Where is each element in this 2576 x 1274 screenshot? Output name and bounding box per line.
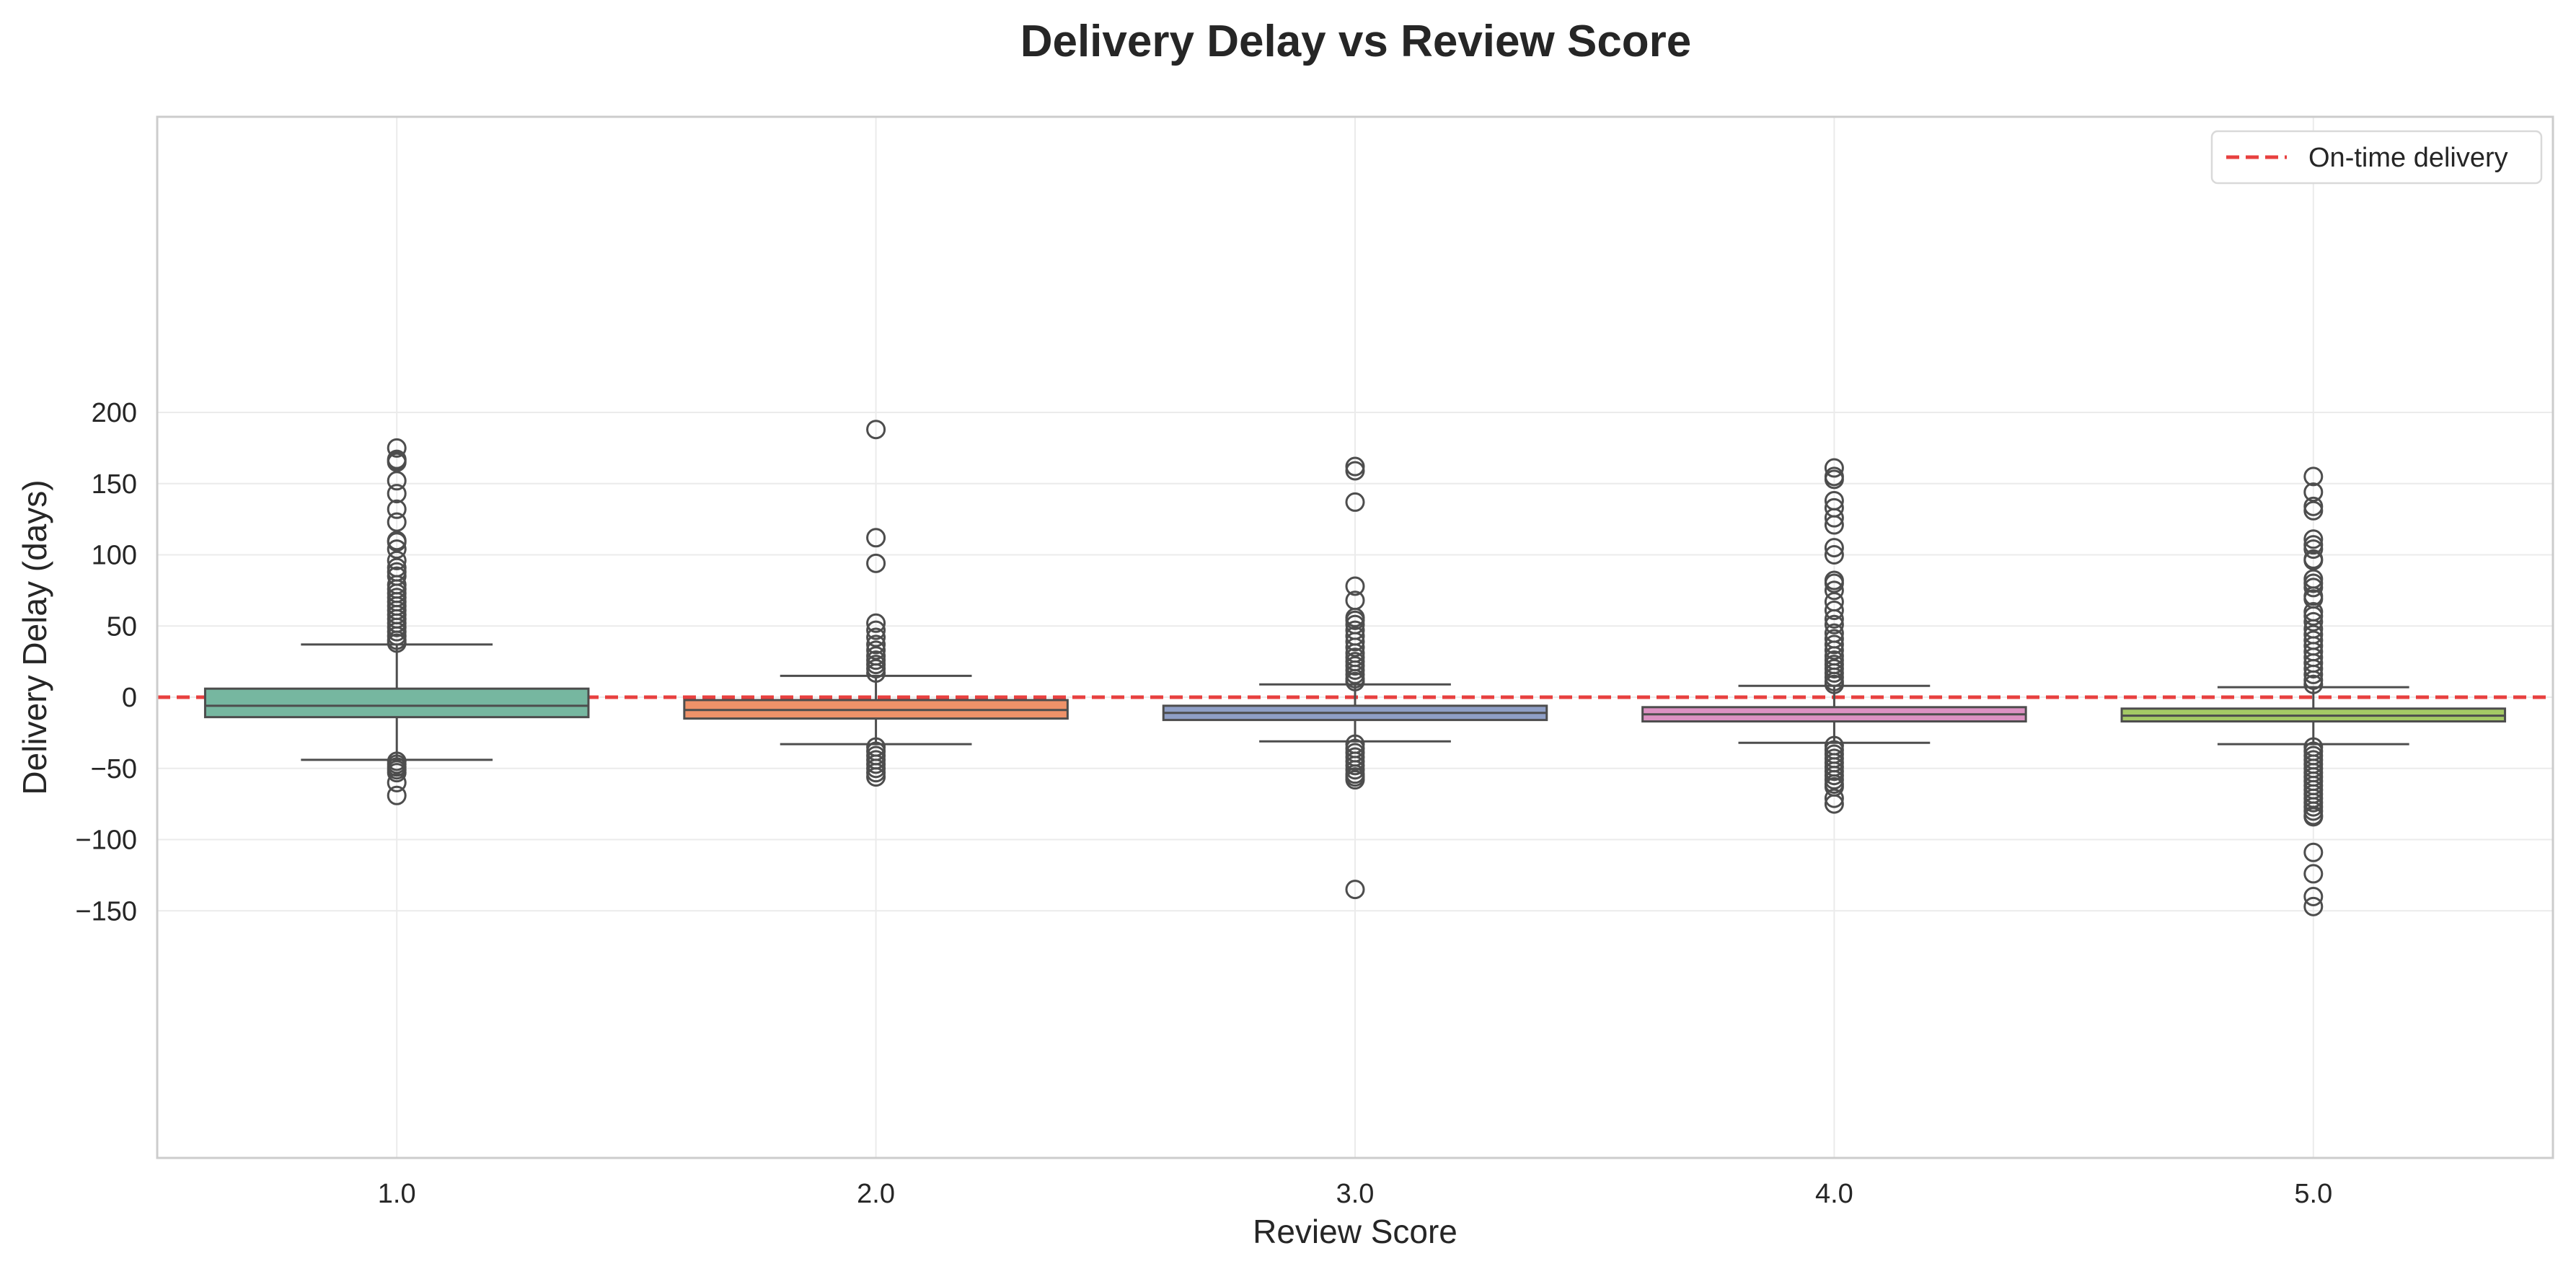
outlier-point [1824, 640, 1844, 660]
y-tick-label: −50 [91, 754, 137, 784]
outlier-point [1824, 573, 1844, 593]
outlier-point [2303, 529, 2324, 549]
outlier-point [866, 620, 886, 640]
outlier-point [1345, 770, 1365, 790]
box-plot-1.0 [203, 438, 590, 805]
outlier-point [1345, 492, 1365, 512]
outlier-point [2303, 664, 2324, 684]
x-tick-label: 3.0 [1336, 1179, 1375, 1209]
outlier-point [1345, 632, 1365, 652]
outlier-point [866, 634, 886, 655]
y-tick-label: −100 [75, 826, 137, 856]
legend-label: On-time delivery [2308, 143, 2508, 173]
outlier-point [2303, 659, 2324, 678]
outlier-point [1824, 515, 1844, 535]
outlier-point [387, 452, 407, 472]
outlier-point [2303, 606, 2324, 626]
outlier-point [866, 627, 886, 647]
outlier-point [387, 532, 407, 552]
x-tick-label: 5.0 [2294, 1179, 2332, 1209]
y-tick-label: 0 [122, 683, 137, 713]
outlier-point [387, 763, 407, 783]
outlier-point [2303, 578, 2324, 598]
outlier-point [866, 528, 886, 548]
outlier-point [387, 785, 407, 805]
outlier-point [866, 613, 886, 633]
outlier-point [866, 663, 886, 683]
outlier-point [2303, 466, 2324, 487]
outlier-point [387, 438, 407, 458]
outlier-point [1824, 788, 1844, 808]
outlier-point [866, 767, 886, 787]
outlier-point [2303, 807, 2324, 827]
outlier-point [1824, 580, 1844, 601]
outlier-point [2303, 611, 2324, 632]
y-tick-label: 50 [107, 611, 137, 642]
y-tick-label: −150 [75, 896, 137, 926]
outlier-point [1824, 674, 1844, 694]
outlier-point [387, 539, 407, 559]
outlier-point [387, 633, 407, 653]
outlier-point [1824, 458, 1844, 478]
outlier-point [1824, 634, 1844, 655]
outlier-point [1345, 880, 1365, 900]
outlier-point [2303, 887, 2324, 906]
x-tick-label: 1.0 [378, 1179, 416, 1209]
box-plots [203, 420, 2507, 916]
box-plot-5.0 [2120, 466, 2507, 916]
outlier-point [2303, 864, 2324, 884]
outlier-point [1824, 545, 1844, 565]
outlier-point [2303, 674, 2324, 694]
outlier-point [1824, 609, 1844, 629]
x-tick-label: 2.0 [857, 1179, 895, 1209]
outlier-point [1824, 614, 1844, 634]
outlier-point [387, 773, 407, 792]
outlier-point [387, 512, 407, 532]
outlier-point [2303, 482, 2324, 503]
legend-box [2210, 130, 2543, 185]
outlier-point [1345, 461, 1365, 481]
y-tick-label: 150 [92, 469, 137, 500]
box-plot-3.0 [1162, 456, 1548, 900]
outlier-point [2303, 500, 2324, 521]
legend: On-time delivery [2210, 130, 2543, 185]
x-tick-label: 4.0 [1815, 1179, 1853, 1209]
y-tick-labels: 200 150 100 50 0 −50 −100 −150 [75, 398, 137, 926]
outlier-point [866, 420, 886, 440]
y-tick-label: 200 [92, 398, 137, 428]
outlier-point [866, 553, 886, 573]
outlier-point [866, 640, 886, 660]
outlier-point [1345, 576, 1365, 596]
plot-frame [156, 115, 2554, 1159]
outlier-point [2303, 539, 2324, 559]
outlier-point [1824, 508, 1844, 528]
outlier-point [387, 484, 407, 504]
outlier-point [1824, 601, 1844, 621]
box-plot-4.0 [1641, 458, 2027, 814]
chart-title: Delivery Delay vs Review Score [1020, 17, 1692, 66]
outlier-point [1345, 637, 1365, 658]
outlier-point [2303, 896, 2324, 916]
box-iqr [203, 687, 590, 719]
outlier-point [387, 550, 407, 570]
y-tick-label: 100 [92, 541, 137, 571]
outlier-point [1824, 469, 1844, 490]
x-axis-label: Review Score [1253, 1213, 1457, 1250]
outlier-point [2303, 842, 2324, 862]
box-plot-2.0 [683, 420, 1069, 787]
outlier-point [2303, 550, 2324, 570]
outlier-point [387, 499, 407, 519]
y-axis-label: Delivery Delay (days) [16, 479, 53, 795]
outlier-point [1345, 671, 1365, 691]
x-tick-labels: 1.0 2.0 3.0 4.0 5.0 [378, 1179, 2332, 1209]
outlier-point [1824, 538, 1844, 558]
outlier-point [387, 471, 407, 491]
outlier-point [1824, 794, 1844, 814]
